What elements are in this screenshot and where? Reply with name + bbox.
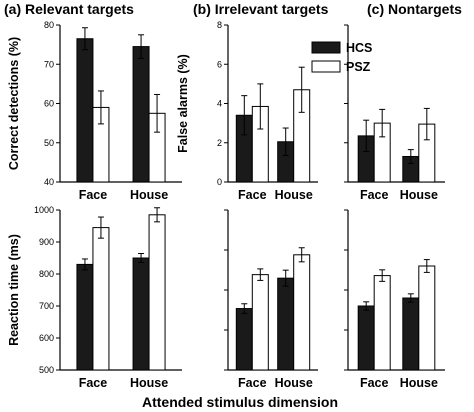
x-tick-label: Face	[360, 376, 389, 390]
x-tick-label: Face	[360, 188, 389, 202]
y-axis-label: False alarms (%)	[176, 54, 190, 153]
y-tick-label: 50	[44, 138, 54, 148]
bar-psz-house	[418, 265, 436, 371]
legend-label-psz: PSZ	[346, 60, 371, 74]
legend-label-hcs: HCS	[346, 41, 372, 55]
bar-psz-face	[92, 227, 110, 371]
panel-bottom-b: Face House	[224, 209, 318, 390]
bar-psz-house	[148, 214, 166, 371]
x-tick-label: Face	[79, 188, 108, 202]
panel-top-a: 40 50 60 70 80 Correct detections (%) (a) Rele…	[4, 1, 182, 202]
legend-swatch-psz	[311, 60, 341, 73]
x-tick-label: House	[130, 376, 168, 390]
y-tick-label: 500	[39, 365, 54, 375]
bar-hcs-house	[402, 297, 420, 371]
bar-hcs-face	[76, 263, 94, 371]
panel-bottom-a: 500 600 700 800 900 1000 Reaction time (ms) Fac…	[7, 205, 182, 390]
y-tick-label: 1000	[34, 205, 54, 215]
bar-hcs-house	[132, 257, 150, 371]
y-tick-label: 600	[39, 333, 54, 343]
legend-swatch-hcs	[311, 41, 341, 54]
panel-bottom-c: Face House	[344, 209, 445, 390]
panel-top-c: (c) Nontargets Face House	[344, 1, 462, 202]
x-tick-label: Face	[238, 188, 267, 202]
bar-hcs-house	[132, 46, 150, 183]
x-tick-label: House	[130, 188, 168, 202]
y-tick-label: 4	[217, 99, 222, 109]
y-axis-label: Correct detections (%)	[7, 37, 21, 170]
bar-psz-face	[373, 275, 391, 371]
panel-title: (a) Relevant targets	[4, 1, 134, 17]
y-tick-label: 0	[217, 177, 222, 187]
bar-psz-face	[251, 274, 269, 371]
x-tick-label: House	[275, 188, 313, 202]
x-axis-label: Attended stimulus dimension	[142, 394, 338, 410]
panel-title: (c) Nontargets	[367, 1, 462, 17]
bar-hcs-face	[235, 308, 253, 371]
bar-hcs-house	[277, 277, 295, 371]
x-tick-label: Face	[79, 376, 108, 390]
y-tick-label: 60	[44, 99, 54, 109]
y-tick-label: 6	[217, 59, 222, 69]
x-tick-label: House	[275, 376, 313, 390]
y-tick-label: 700	[39, 301, 54, 311]
y-tick-label: 800	[39, 269, 54, 279]
x-tick-label: House	[400, 376, 438, 390]
y-tick-label: 80	[44, 20, 54, 30]
y-tick-label: 900	[39, 237, 54, 247]
y-tick-label: 8	[217, 20, 222, 30]
bar-psz-house	[293, 254, 311, 371]
panel-title: (b) Irrelevant targets	[193, 1, 329, 17]
legend: HCS PSZ	[311, 41, 372, 74]
y-tick-label: 40	[44, 177, 54, 187]
bar-hcs-face	[76, 38, 94, 183]
y-tick-label: 2	[217, 138, 222, 148]
x-tick-label: House	[400, 188, 438, 202]
x-tick-label: Face	[238, 376, 267, 390]
bar-hcs-face	[357, 305, 375, 371]
panel-top-b: 0 2 4 6 8 False alarms (%) (b) Irrelevant targ…	[176, 1, 329, 202]
y-axis-label: Reaction time (ms)	[7, 234, 21, 346]
y-tick-label: 70	[44, 59, 54, 69]
